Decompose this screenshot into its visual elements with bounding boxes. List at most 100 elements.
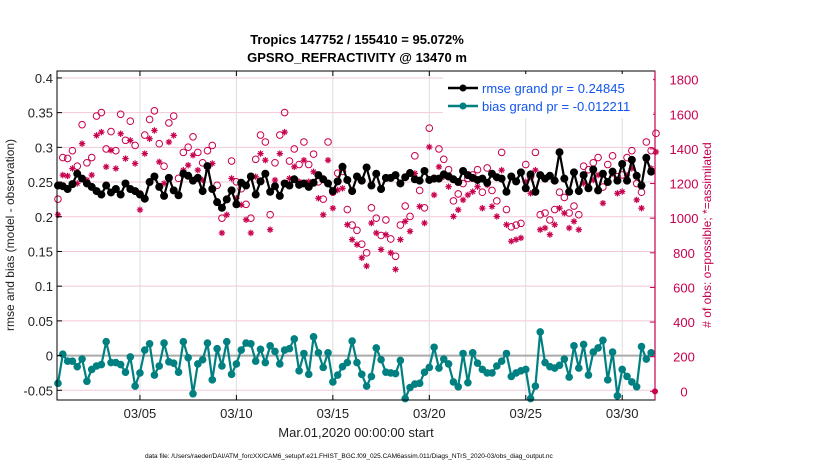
obs-possible-point: [454, 190, 463, 198]
obs-assimilated-point: [406, 228, 414, 235]
y-tick-label: 0.35: [28, 106, 53, 121]
obs-assimilated-point: [156, 158, 163, 166]
bias-point: [459, 349, 467, 358]
bias-point: [603, 376, 612, 384]
asterisk-stroke: [60, 172, 66, 178]
asterisk-stroke: [460, 197, 466, 203]
rmse-point: [550, 176, 559, 185]
bias-point: [290, 335, 299, 343]
obs-assimilated-point: [59, 171, 66, 179]
obs-possible-point: [261, 138, 270, 146]
asterisk-stroke: [330, 205, 336, 211]
obs-possible-point: [83, 158, 91, 167]
obs-assimilated-point: [638, 204, 645, 212]
asterisk-stroke: [532, 167, 539, 173]
rmse-point: [526, 170, 535, 179]
rmse-point: [521, 184, 530, 193]
obs-assimilated-point: [88, 171, 95, 179]
bias-point: [560, 355, 569, 363]
obs-assimilated-point: [218, 229, 226, 237]
asterisk-stroke: [122, 155, 129, 162]
bias-point: [285, 344, 294, 353]
obs-assimilated-point: [271, 176, 279, 184]
obs-possible-point: [97, 108, 106, 117]
bias-point: [343, 358, 352, 367]
obs-possible-point: [386, 235, 395, 243]
bias-point: [608, 348, 617, 356]
rmse-point: [632, 171, 641, 180]
y-tick-label: 0: [46, 349, 53, 364]
bias-point: [618, 365, 627, 374]
bias-point: [324, 349, 332, 357]
obs-possible-point: [531, 148, 540, 157]
obs-possible-point: [589, 158, 598, 167]
rmse-point: [531, 187, 540, 196]
bias-point: [396, 356, 405, 365]
obs-assimilated-point: [141, 150, 148, 157]
rmse-point: [623, 176, 632, 185]
obs-possible-point: [112, 146, 120, 155]
obs-assimilated-point: [435, 163, 443, 171]
asterisk-stroke: [445, 184, 452, 190]
bias-point: [145, 339, 154, 348]
obs-possible-point: [521, 160, 530, 169]
rmse-point: [155, 182, 164, 191]
obs-possible-point: [362, 249, 371, 257]
obs-assimilated-point: [281, 128, 288, 136]
obs-assimilated-point: [131, 160, 139, 167]
asterisk-stroke: [638, 205, 645, 211]
obs-assimilated-point: [512, 236, 520, 243]
asterisk-stroke: [339, 185, 346, 191]
obs-assimilated-point: [320, 211, 327, 218]
obs-assimilated-point: [165, 138, 173, 146]
y-tick-label: 0.3: [35, 140, 53, 155]
asterisk-stroke: [228, 175, 235, 182]
asterisk-stroke: [281, 129, 288, 135]
asterisk-stroke: [513, 236, 519, 243]
obs-possible-point: [512, 221, 520, 229]
rmse-point: [497, 174, 506, 183]
asterisk-stroke: [368, 220, 375, 226]
rmse-point: [579, 171, 588, 180]
obs-possible-point: [628, 146, 636, 155]
asterisk-stroke: [156, 159, 162, 165]
data-file-footer: data file: /Users/raeder/DAI/ATM_forcXX/…: [145, 453, 554, 460]
asterisk-stroke: [436, 164, 442, 170]
obs-possible-point: [570, 202, 578, 210]
asterisk-stroke: [93, 132, 100, 139]
y-right-tick-label: 0: [680, 384, 687, 399]
bias-point: [575, 364, 583, 372]
rmse-point: [338, 162, 347, 171]
obs-assimilated-point: [98, 128, 105, 136]
bias-point: [468, 349, 477, 357]
bias-point: [174, 368, 183, 377]
rmse-point: [68, 180, 77, 189]
rmse-point: [598, 169, 607, 178]
obs-assimilated-point: [363, 262, 370, 270]
obs-possible-point: [647, 146, 655, 155]
obs-possible-point: [575, 210, 583, 219]
rmse-point: [574, 187, 583, 196]
obs-possible-point: [92, 112, 101, 120]
bias-point: [521, 365, 530, 374]
obs-assimilated-point: [575, 226, 583, 233]
obs-possible-point: [396, 221, 405, 229]
obs-possible-point: [541, 209, 549, 217]
y-tick-label: 0.05: [28, 314, 53, 329]
bias-point: [102, 337, 110, 346]
rmse-point: [121, 179, 130, 188]
obs-possible-point: [415, 186, 424, 195]
rmse-point: [565, 187, 574, 196]
asterisk-stroke: [64, 173, 71, 179]
obs-assimilated-point: [223, 211, 230, 218]
rmse-point: [372, 169, 381, 178]
obs-assimilated-point: [619, 188, 626, 195]
obs-assimilated-point: [599, 200, 607, 207]
obs-possible-point: [169, 112, 178, 120]
bias-point: [425, 363, 434, 372]
rmse-point: [290, 175, 299, 184]
obs-possible-point: [131, 141, 139, 150]
x-tick-label: 03/10: [220, 406, 253, 421]
rmse-point: [584, 184, 593, 193]
obs-possible-point: [256, 131, 265, 139]
